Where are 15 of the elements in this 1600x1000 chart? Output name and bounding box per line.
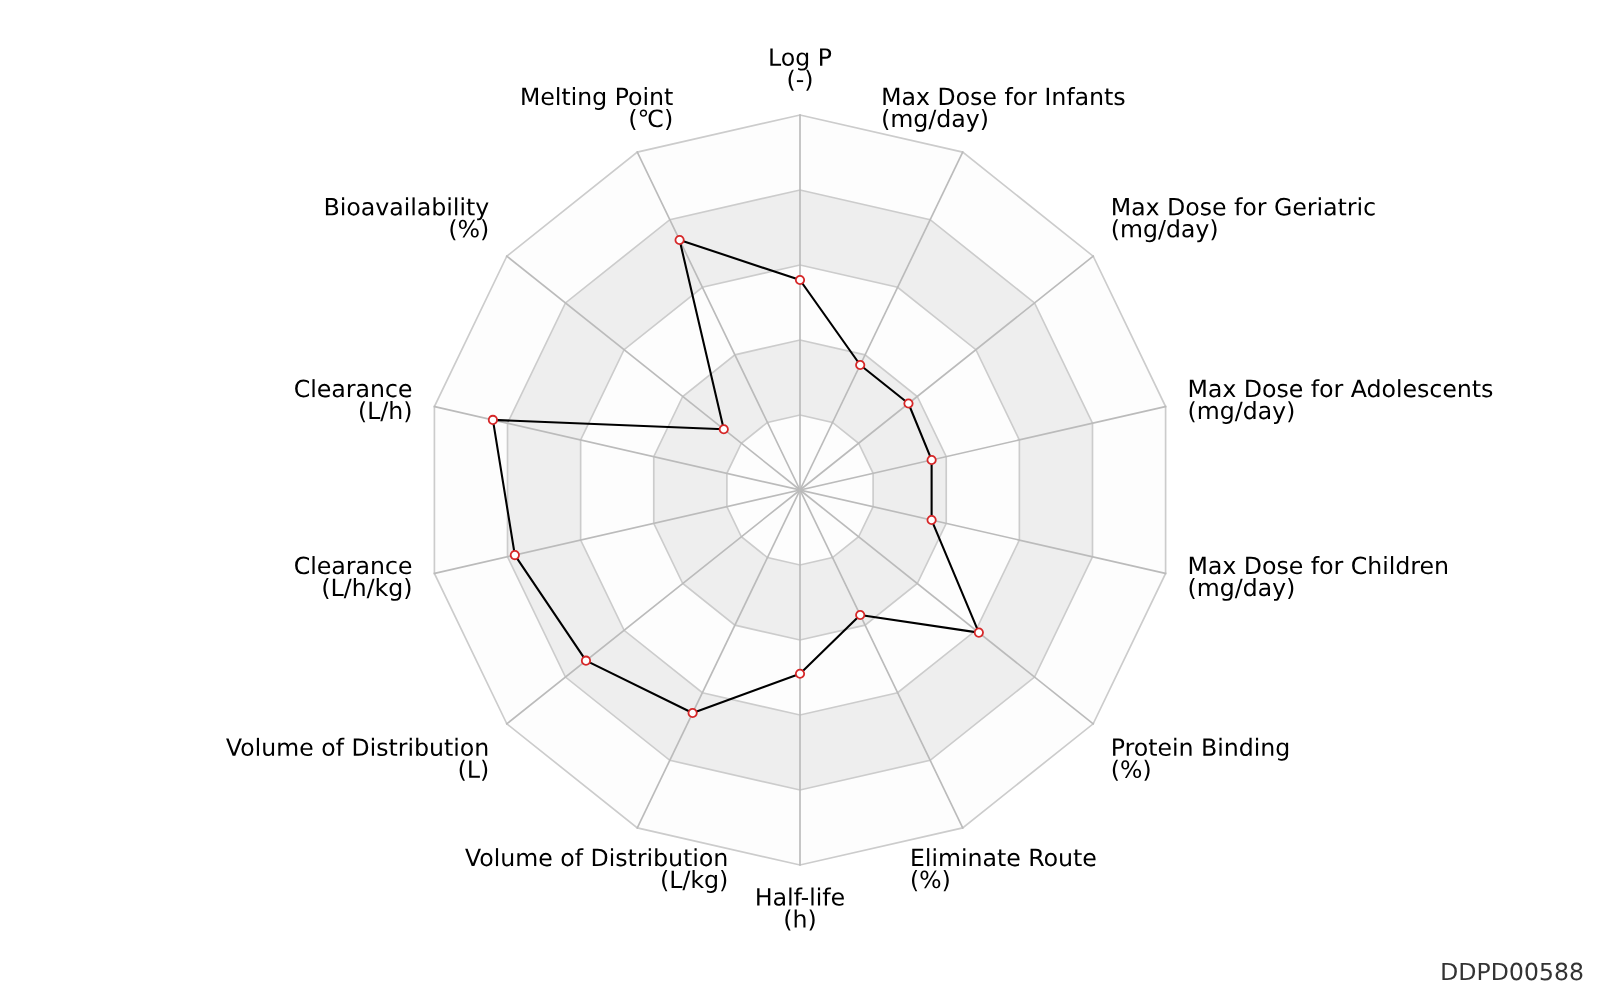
spoke-label: Protein Binding (%) <box>1112 737 1289 781</box>
spoke-label: Max Dose for Infants (mg/day) <box>883 87 1125 132</box>
spoke-label: Max Dose for Children (mg/day) <box>1189 556 1447 601</box>
spoke-label: Clearance (L/h) <box>295 379 412 423</box>
spoke-label: Clearance (L/h/kg) <box>295 556 412 601</box>
spoke-label: Melting Point (℃) <box>522 87 673 131</box>
spoke-label: Volume of Distribution (L/kg) <box>465 848 727 893</box>
spoke-label: Log P (-) <box>770 48 832 91</box>
spoke-label: Max Dose for Geriatric (mg/day) <box>1112 197 1375 243</box>
spoke-label: Max Dose for Adolescents (mg/day) <box>1189 379 1493 424</box>
spoke-label: Eliminate Route (%) <box>911 848 1096 892</box>
text: DDPD00588 <box>1442 962 1583 981</box>
spoke-label: Half-life (h) <box>757 887 844 931</box>
spoke-label: Volume of Distribution (L) <box>226 737 488 781</box>
spoke-label: Bioavailability (%) <box>325 197 489 241</box>
